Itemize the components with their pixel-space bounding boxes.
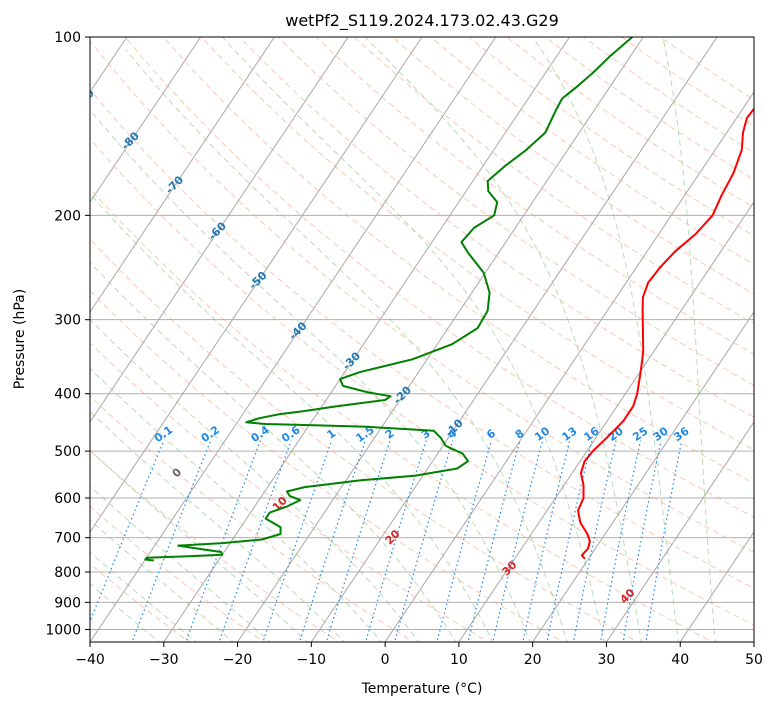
dewpoint-profile — [144, 37, 633, 562]
isotherm-gridline — [90, 37, 497, 642]
series-layer — [144, 37, 754, 562]
isotherm-gridline — [606, 421, 754, 642]
dry-adiabat — [353, 37, 754, 325]
x-tick-label: 30 — [598, 652, 616, 668]
x-tick-label: −10 — [297, 652, 327, 668]
moist-adiabat — [90, 261, 457, 642]
moist-adiabat — [90, 193, 494, 642]
mixing-ratio-line — [262, 440, 333, 642]
x-tick-label: −40 — [75, 652, 105, 668]
moist-adiabat — [532, 37, 679, 642]
mixing-ratio-line — [365, 440, 427, 642]
x-axis-label: Temperature (°C) — [361, 681, 483, 697]
moist-adiabat — [364, 37, 642, 642]
moist-adiabat — [222, 37, 605, 642]
dry-adiabat — [124, 37, 754, 518]
y-tick-label: 200 — [54, 208, 81, 224]
dry-adiabat — [90, 238, 639, 642]
moist-adiabat — [90, 367, 383, 642]
isotherm-gridline — [163, 37, 570, 642]
x-tick-label: −20 — [223, 652, 253, 668]
dry-adiabat — [90, 289, 565, 642]
mixing-ratio-line — [325, 440, 391, 642]
y-axis-label: Pressure (hPa) — [12, 289, 28, 389]
mixing-ratio-line — [645, 440, 683, 642]
y-tick-label: 1000 — [45, 622, 81, 638]
isotherm-gridline — [90, 37, 349, 423]
y-tick-label: 300 — [54, 313, 81, 329]
dry-adiabat — [90, 138, 754, 626]
mixing-ratio-line — [185, 440, 262, 642]
temperature-profile — [577, 107, 754, 560]
plot-frame — [89, 36, 755, 643]
isotherm-label: -90 — [74, 86, 97, 109]
moist-adiabat — [90, 318, 420, 642]
mixing-ratio-line — [131, 440, 212, 642]
chart-title: wetPf2_S119.2024.173.02.43.G29 — [285, 11, 559, 31]
dry-adiabat — [239, 37, 754, 418]
x-tick-label: 20 — [524, 652, 542, 668]
x-tick-label: 10 — [450, 652, 468, 668]
dry-adiabat — [90, 187, 714, 642]
mixing-ratio-line — [298, 440, 366, 642]
x-tick-label: 50 — [745, 652, 763, 668]
isotherm-gridline — [237, 37, 644, 642]
mixing-ratio-line — [393, 440, 454, 642]
dry-adiabat — [90, 449, 340, 642]
moist-adiabat — [90, 485, 271, 642]
isotherm-gridline — [532, 311, 754, 642]
y-tick-label: 900 — [54, 595, 81, 611]
x-tick-label: 40 — [671, 652, 689, 668]
y-tick-label: 100 — [54, 30, 81, 46]
dry-adiabat — [90, 395, 415, 642]
isotherm-gridline — [458, 201, 754, 642]
moist-adiabat — [125, 49, 568, 642]
isotherm-gridline — [90, 37, 423, 533]
dry-adiabat — [90, 88, 754, 589]
isotherm-gridline — [90, 37, 275, 313]
dry-adiabat — [90, 505, 265, 642]
isotherm-gridline — [384, 91, 754, 642]
y-tick-label: 400 — [54, 387, 81, 403]
x-tick-label: −30 — [149, 652, 179, 668]
y-axis-ticks: 100 200 300 400 500 600 700 800 900 1000 — [45, 30, 90, 638]
y-tick-label: 600 — [54, 491, 81, 507]
dry-adiabat — [90, 342, 490, 642]
adiabat-layer — [90, 37, 754, 642]
y-tick-label: 500 — [54, 444, 81, 460]
y-tick-label: 700 — [54, 531, 81, 547]
isotherm-gridline — [679, 531, 754, 642]
y-tick-label: 800 — [54, 565, 81, 581]
x-tick-label: 0 — [381, 652, 390, 668]
dry-adiabat — [200, 37, 754, 451]
moist-adiabat — [90, 583, 161, 642]
moist-adiabat — [662, 37, 716, 642]
dry-adiabat — [391, 37, 754, 295]
dry-adiabat — [90, 40, 754, 553]
isotherm-gridline — [90, 37, 202, 203]
moist-adiabat — [90, 109, 531, 642]
mixing-ratio-line — [436, 440, 493, 642]
x-axis-ticks: −40 −30 −20 −10 0 10 20 30 40 50 — [75, 642, 763, 668]
